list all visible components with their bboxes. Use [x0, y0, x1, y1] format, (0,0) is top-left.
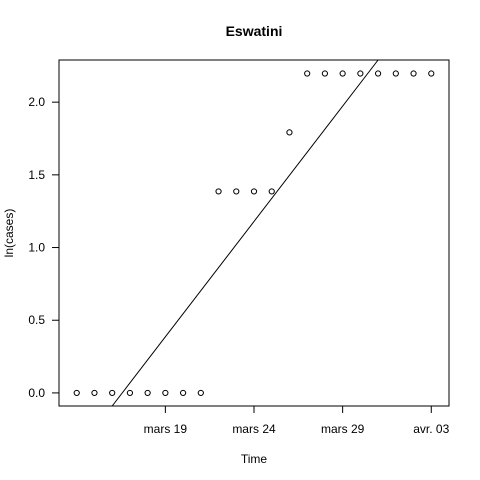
y-tick-label: 0.0: [28, 386, 45, 400]
data-point: [304, 70, 311, 77]
plot-frame: [58, 59, 450, 407]
data-point: [144, 389, 151, 397]
data-point: [428, 70, 435, 77]
data-point: [321, 70, 329, 77]
x-tick-label: mars 29: [321, 422, 365, 436]
chart-title: Eswatini: [226, 23, 283, 39]
y-tick-label: 1.5: [28, 168, 45, 182]
data-point: [73, 389, 80, 397]
y-tick-label: 1.0: [28, 241, 45, 255]
y-tick-label: 0.5: [28, 313, 45, 327]
data-point: [410, 70, 417, 77]
data-point: [392, 70, 399, 77]
data-point: [109, 389, 116, 397]
data-point: [162, 389, 169, 397]
data-point: [286, 129, 293, 136]
data-point: [179, 389, 187, 397]
data-point: [339, 70, 346, 77]
data-point: [250, 188, 258, 195]
data-point: [91, 389, 98, 397]
data-points: [73, 70, 435, 397]
y-axis: 0.0 0.5 1.0 1.5 2.0: [28, 95, 60, 400]
data-point: [215, 188, 222, 195]
data-point: [268, 188, 275, 195]
x-tick-label: mars 19: [144, 422, 188, 436]
x-axis-label: Time: [241, 452, 268, 466]
data-point: [374, 70, 382, 77]
data-point: [357, 70, 364, 77]
y-tick-label: 2.0: [28, 95, 45, 109]
x-tick-label: mars 24: [232, 422, 276, 436]
data-point: [197, 389, 204, 397]
x-tick-label: avr. 03: [413, 422, 449, 436]
data-point: [126, 389, 134, 397]
y-axis-label: ln(cases): [2, 209, 16, 258]
data-point: [233, 188, 240, 195]
fit-line: [111, 59, 379, 407]
x-axis: mars 19 mars 24 mars 29 avr. 03: [144, 405, 450, 436]
